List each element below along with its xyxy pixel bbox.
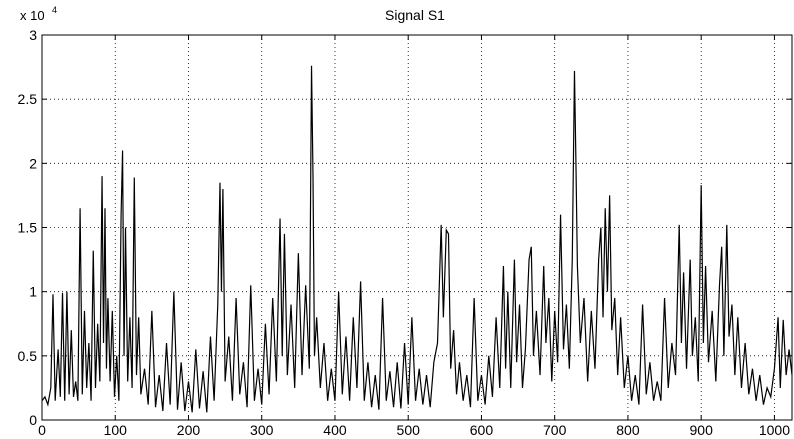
x-tick-label: 1000 [759,422,790,438]
x-tick-label: 500 [397,422,421,438]
x-tick-label: 700 [543,422,567,438]
series-line [41,65,793,413]
x-tick-label: 600 [470,422,494,438]
y-tick-label: 2 [29,155,37,171]
x-tick-label: 900 [690,422,714,438]
x-tick-label: 800 [616,422,640,438]
x-tick-label: 200 [177,422,201,438]
x-tick-label: 100 [104,422,128,438]
y-multiplier: x 10 4 [20,5,57,23]
y-tick-label: 3 [29,27,37,43]
y-tick-label: 0.5 [18,348,38,364]
y-multiplier-base: x 10 [20,8,45,23]
y-tick-label: 1 [29,284,37,300]
chart-title: Signal S1 [385,7,445,23]
x-tick-label: 300 [250,422,274,438]
tick-marks [41,34,792,421]
x-tick-label: 400 [323,422,347,438]
y-tick-label: 1.5 [18,220,38,236]
x-tick-label: 0 [38,422,46,438]
y-tick-label: 2.5 [18,91,38,107]
y-tick-label: 0 [29,412,37,428]
x-tick-labels: 0 100 200 300 400 500 600 700 800 900 1000 [38,422,790,438]
y-tick-labels: 0 0.5 1 1.5 2 2.5 3 [18,27,38,428]
y-multiplier-exponent: 4 [52,5,57,15]
series-layer [41,65,793,413]
